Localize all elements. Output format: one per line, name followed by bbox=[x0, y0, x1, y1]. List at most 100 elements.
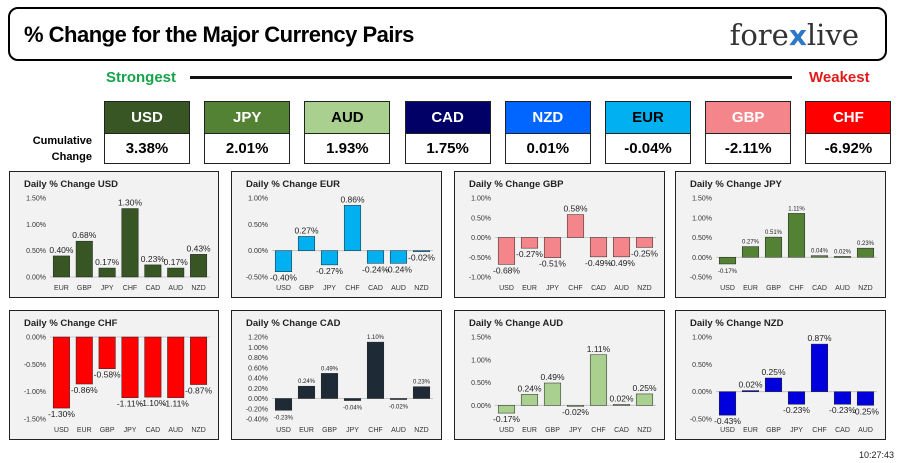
data-label: 0.24% bbox=[298, 379, 316, 385]
data-label: -0.27% bbox=[316, 266, 343, 276]
data-label: -0.87% bbox=[185, 386, 212, 396]
bar-aud bbox=[389, 398, 408, 400]
x-tick-label: NZD bbox=[414, 427, 428, 434]
x-tick-label: EUR bbox=[522, 285, 537, 292]
bar-aud bbox=[167, 336, 185, 398]
chart-title: Daily % Change NZD bbox=[690, 318, 784, 329]
x-tick-label: EUR bbox=[299, 427, 314, 434]
x-tick-label: USD bbox=[499, 285, 514, 292]
x-tick-label: AUD bbox=[858, 427, 873, 434]
x-tick-label: USD bbox=[720, 427, 735, 434]
y-tick-label: 0.50% bbox=[692, 235, 712, 242]
x-tick-label: NZD bbox=[858, 285, 872, 292]
chart-panel-eur: Daily % Change EUR -0.50% 0.00% 0.50% 1.00% -… bbox=[231, 171, 442, 298]
x-tick-label: AUD bbox=[391, 285, 406, 292]
x-tick-label: EUR bbox=[54, 285, 69, 292]
y-tick-label: 1.00% bbox=[692, 215, 712, 222]
bar-chart: -0.50% 0.00% 0.50% 1.00% -0.43%USD 0.02% EUR 0.… bbox=[690, 333, 880, 434]
y-tick-label: 0.00% bbox=[248, 396, 268, 403]
y-tick-label: 0.50% bbox=[248, 222, 268, 229]
data-label: -0.25% bbox=[631, 248, 658, 258]
y-tick-label: 1.00% bbox=[692, 335, 712, 342]
bar-chart: 0.00% 0.50% 1.00% 1.50% 0.40% EUR 0.68% GBP 0.17… bbox=[26, 196, 211, 293]
x-tick-label: CHF bbox=[789, 285, 803, 292]
x-tick-label: JPY bbox=[546, 285, 559, 292]
x-tick-label: AUD bbox=[835, 285, 850, 292]
x-tick-label: NZD bbox=[637, 285, 651, 292]
x-tick-label: AUD bbox=[168, 427, 183, 434]
data-label: 0.49% bbox=[540, 372, 565, 382]
y-tick-label: 0.80% bbox=[248, 355, 268, 362]
bar-chart: -0.40% -0.20% 0.00% 0.20% 0.40% 0.60% 0.80% 1.0… bbox=[246, 335, 433, 434]
y-tick-label: -1.00% bbox=[469, 275, 491, 282]
cumulative-change-value: 3.38% bbox=[105, 133, 189, 163]
bar-nzd bbox=[856, 247, 875, 258]
currency-box-aud: AUD 1.93% bbox=[304, 101, 391, 164]
bar-jpy bbox=[543, 237, 562, 258]
data-label: 0.87% bbox=[807, 333, 832, 343]
currency-code: CAD bbox=[405, 102, 490, 133]
y-tick-label: 1.00% bbox=[248, 345, 268, 352]
bar-chf bbox=[787, 213, 806, 258]
y-tick-label: 0.00% bbox=[248, 248, 268, 255]
bar-chart: -0.50% 0.00% 0.50% 1.00% -0.40% USD 0.27% GBP -0… bbox=[246, 194, 436, 292]
currency-code: NZD bbox=[505, 102, 590, 133]
data-label: -0.23% bbox=[829, 405, 856, 415]
bar-aud bbox=[167, 267, 185, 278]
bar-nzd bbox=[412, 386, 431, 399]
y-tick-label: 0.50% bbox=[692, 362, 712, 369]
y-tick-label: 0.00% bbox=[692, 389, 712, 396]
data-label: 0.27% bbox=[742, 240, 760, 246]
y-tick-label: 1.20% bbox=[248, 335, 268, 342]
bar-chf bbox=[366, 341, 385, 399]
y-tick-label: 0.00% bbox=[26, 275, 46, 282]
chart-panel-chf: Daily % Change CHF -1.50% -1.00% -0.50% 0.00… bbox=[9, 310, 219, 440]
data-label: -0.02% bbox=[389, 405, 409, 411]
data-label: 0.02% bbox=[834, 249, 852, 255]
x-tick-label: NZD bbox=[191, 285, 205, 292]
x-tick-label: CAD bbox=[591, 285, 606, 292]
cumulative-change-value: 1.93% bbox=[305, 133, 390, 163]
bar-chart: 0.00% 0.50% 1.00% 1.50% -0.17% USD 0.24% EUR 0.4… bbox=[471, 335, 657, 435]
y-tick-label: -0.20% bbox=[246, 406, 268, 413]
data-label: 0.02% bbox=[609, 393, 634, 403]
strength-divider bbox=[190, 76, 792, 79]
y-tick-label: 1.50% bbox=[26, 196, 46, 203]
data-label: 1.10% bbox=[367, 335, 385, 341]
x-tick-label: EUR bbox=[743, 285, 758, 292]
data-label: -0.02% bbox=[408, 253, 435, 263]
weakest-label: Weakest bbox=[809, 69, 870, 86]
x-tick-label: USD bbox=[276, 427, 291, 434]
x-tick-label: EUR bbox=[743, 427, 758, 434]
x-tick-label: JPY bbox=[790, 427, 803, 434]
currency-code: GBP bbox=[706, 102, 791, 133]
bar-eur bbox=[520, 394, 539, 406]
x-tick-label: CHF bbox=[368, 427, 382, 434]
bar-jpy bbox=[787, 391, 806, 405]
x-tick-label: GBP bbox=[766, 285, 781, 292]
x-tick-label: USD bbox=[720, 285, 735, 292]
chart-title: Daily % Change CHF bbox=[24, 318, 118, 329]
currency-box-cad: CAD 1.75% bbox=[404, 101, 491, 164]
timestamp: 10:27:43 bbox=[858, 450, 894, 460]
y-tick-label: 0.50% bbox=[471, 215, 491, 222]
x-tick-label: JPY bbox=[124, 427, 137, 434]
chart-title: Daily % Change GBP bbox=[469, 179, 564, 190]
x-tick-label: NZD bbox=[637, 427, 651, 434]
bar-eur bbox=[52, 255, 70, 278]
currency-code: CHF bbox=[806, 102, 891, 133]
bar-chf bbox=[343, 205, 362, 251]
bar-aud bbox=[612, 237, 631, 258]
x-tick-label: CHF bbox=[812, 427, 826, 434]
x-tick-label: USD bbox=[276, 285, 291, 292]
data-label: -0.04% bbox=[343, 406, 363, 412]
bar-gbp bbox=[764, 236, 783, 258]
x-tick-label: GBP bbox=[545, 427, 560, 434]
data-label: 0.49% bbox=[321, 366, 339, 372]
x-tick-label: CHF bbox=[568, 285, 582, 292]
bar-nzd bbox=[635, 237, 654, 248]
data-label: 0.51% bbox=[765, 230, 783, 236]
currency-code: USD bbox=[105, 102, 189, 133]
x-tick-label: CHF bbox=[345, 285, 359, 292]
y-tick-label: -0.50% bbox=[246, 275, 268, 282]
